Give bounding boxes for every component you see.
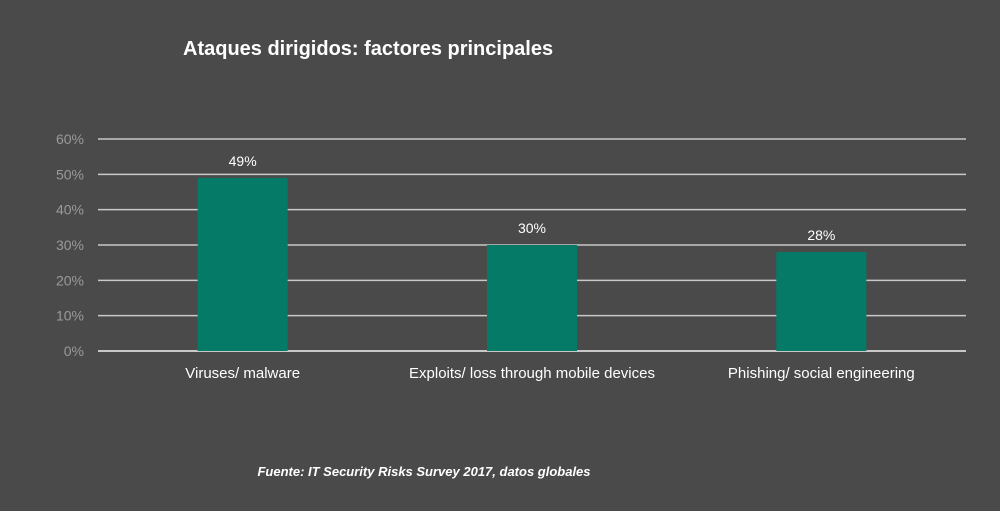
source-note: Fuente: IT Security Risks Survey 2017, d… — [257, 464, 591, 479]
y-tick-label: 50% — [56, 166, 84, 182]
data-label: 28% — [807, 227, 835, 243]
y-tick-label: 60% — [56, 131, 84, 147]
data-label: 49% — [229, 153, 257, 169]
y-tick-label: 10% — [56, 308, 84, 324]
category-label: Viruses/ malware — [185, 365, 300, 382]
bar — [776, 252, 867, 351]
y-tick-label: 20% — [56, 272, 84, 288]
y-tick-label: 40% — [56, 202, 84, 218]
bar — [487, 245, 577, 351]
y-tick-label: 0% — [64, 343, 84, 359]
data-label: 30% — [518, 220, 546, 236]
y-tick-label: 30% — [56, 237, 84, 253]
bar — [197, 177, 288, 351]
chart-title: Ataques dirigidos: factores principales — [183, 38, 554, 60]
category-label: Exploits/ loss through mobile devices — [409, 365, 655, 382]
category-label: Phishing/ social engineering — [728, 365, 915, 382]
